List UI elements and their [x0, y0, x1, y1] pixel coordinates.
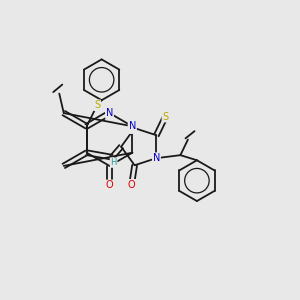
- Text: O: O: [106, 180, 113, 190]
- Text: O: O: [128, 180, 135, 190]
- Text: S: S: [128, 123, 135, 133]
- Text: N: N: [153, 153, 160, 163]
- Text: N: N: [106, 108, 113, 118]
- Text: N: N: [129, 121, 136, 131]
- Text: S: S: [94, 100, 100, 110]
- Text: S: S: [162, 112, 169, 122]
- Text: H: H: [110, 158, 117, 167]
